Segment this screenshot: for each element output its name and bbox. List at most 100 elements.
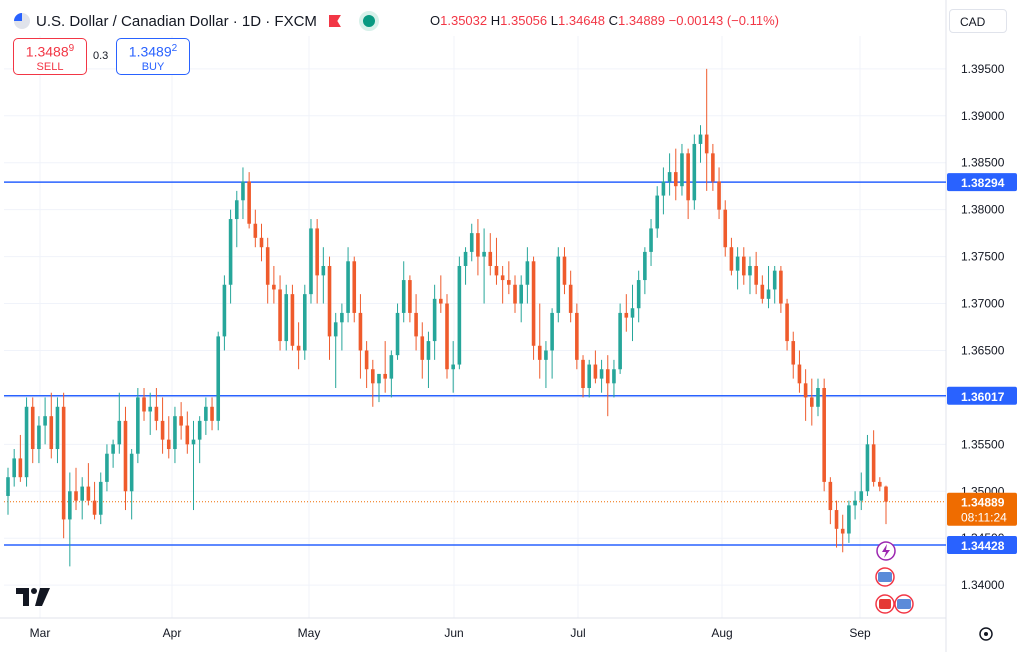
settings-icon[interactable] — [979, 627, 993, 641]
candle-body — [61, 406, 66, 520]
last-price-tag — [947, 492, 1017, 526]
candle-body — [18, 458, 23, 478]
candle-body — [105, 453, 109, 482]
candle-body — [537, 345, 542, 360]
candle-body — [525, 261, 530, 285]
candle-body — [741, 256, 746, 276]
currency-selector[interactable]: CAD — [949, 9, 1007, 33]
candle-body — [673, 172, 678, 187]
candle-body — [711, 153, 715, 182]
candle-body — [853, 500, 857, 506]
candle-body — [204, 406, 208, 421]
candle-body — [74, 491, 78, 501]
candle-body — [513, 284, 517, 304]
candle-body — [531, 261, 536, 346]
high-label: H — [490, 13, 501, 28]
candle-body — [469, 233, 474, 252]
candle-body — [123, 420, 128, 492]
candle-body — [278, 289, 282, 342]
candle-body — [216, 336, 221, 421]
symbol-title[interactable]: U.S. Dollar / Canadian Dollar · 1D · FXC… — [36, 12, 317, 30]
candle-body — [840, 528, 845, 534]
candle-body — [772, 270, 777, 290]
candle-body — [779, 270, 783, 304]
candle-body — [785, 303, 789, 342]
candle-body — [191, 439, 196, 445]
candle-body — [680, 153, 684, 187]
y-tick-label: 1.39500 — [961, 62, 1005, 76]
low-label: L — [550, 13, 558, 28]
candle-body — [414, 312, 418, 337]
lightning-bolt-icon — [882, 544, 890, 558]
candle-body — [556, 256, 561, 313]
candle-body — [154, 406, 159, 421]
candle-body — [377, 373, 381, 384]
red-flag-icon[interactable] — [328, 15, 341, 27]
candle-body — [321, 265, 326, 276]
ohlc-readout: O1.35032 H1.35056 L1.34648 C1.34889 −0.0… — [430, 13, 779, 28]
candle-body — [636, 280, 641, 309]
candle-body — [791, 341, 796, 365]
candle-body — [49, 416, 54, 450]
candle-body — [395, 312, 400, 356]
candle-body — [265, 247, 270, 285]
candle-body — [686, 153, 690, 201]
candle-body — [717, 181, 721, 210]
candle-body — [346, 261, 350, 313]
buy-price: 1.3489 — [128, 43, 172, 60]
candle-body — [253, 223, 258, 238]
candle-body — [43, 416, 47, 426]
candle-body — [828, 481, 833, 511]
candle-body — [166, 439, 171, 450]
level-price-tag — [947, 173, 1017, 192]
canada-flag-fill-icon — [879, 599, 891, 609]
candle-body — [86, 486, 91, 501]
sell-price-pip: 9 — [68, 43, 75, 54]
candle-body — [494, 265, 499, 276]
candle-body — [624, 312, 629, 318]
candle-body — [568, 284, 573, 313]
candle-body — [643, 251, 647, 281]
us-flag-stripes-icon — [897, 599, 911, 609]
candle-body — [451, 364, 455, 370]
sell-price: 1.3488 — [25, 43, 69, 60]
candle-body — [371, 369, 375, 384]
candle-body — [581, 359, 585, 389]
candle-body — [859, 491, 864, 501]
open-label: O — [430, 13, 441, 28]
candle-body — [389, 355, 394, 379]
y-tick-label: 1.34000 — [961, 578, 1005, 592]
tradingview-logo-icon[interactable] — [16, 586, 50, 606]
candle-body — [803, 383, 808, 398]
level-price-label: 1.34428 — [961, 539, 1005, 553]
candle-body — [810, 397, 814, 407]
candle-body — [228, 219, 233, 285]
candle-body — [259, 237, 264, 248]
candle-body — [723, 209, 728, 248]
candle-body — [507, 280, 511, 285]
x-tick-label: Apr — [163, 626, 182, 640]
sell-button[interactable]: 1.34889 SELL — [13, 38, 87, 75]
candle-body — [822, 388, 826, 482]
candle-body — [142, 397, 146, 412]
candle-body — [284, 294, 289, 342]
candle-body — [315, 228, 319, 276]
candle-body — [575, 312, 579, 360]
candle-body — [500, 275, 505, 281]
buy-button[interactable]: 1.34892 BUY — [116, 38, 190, 75]
candle-body — [612, 369, 616, 384]
spread-value: 0.3 — [93, 50, 109, 62]
candle-body — [92, 500, 97, 515]
candle-body — [439, 298, 443, 304]
candle-body — [296, 345, 301, 351]
candle-body — [797, 364, 802, 384]
level-price-tag — [947, 386, 1017, 405]
candle-body — [488, 251, 493, 266]
close-label: C — [608, 13, 619, 28]
candle-body — [816, 388, 820, 407]
candle-body — [160, 420, 165, 440]
candle-body — [129, 453, 134, 492]
candle-body — [667, 172, 672, 182]
